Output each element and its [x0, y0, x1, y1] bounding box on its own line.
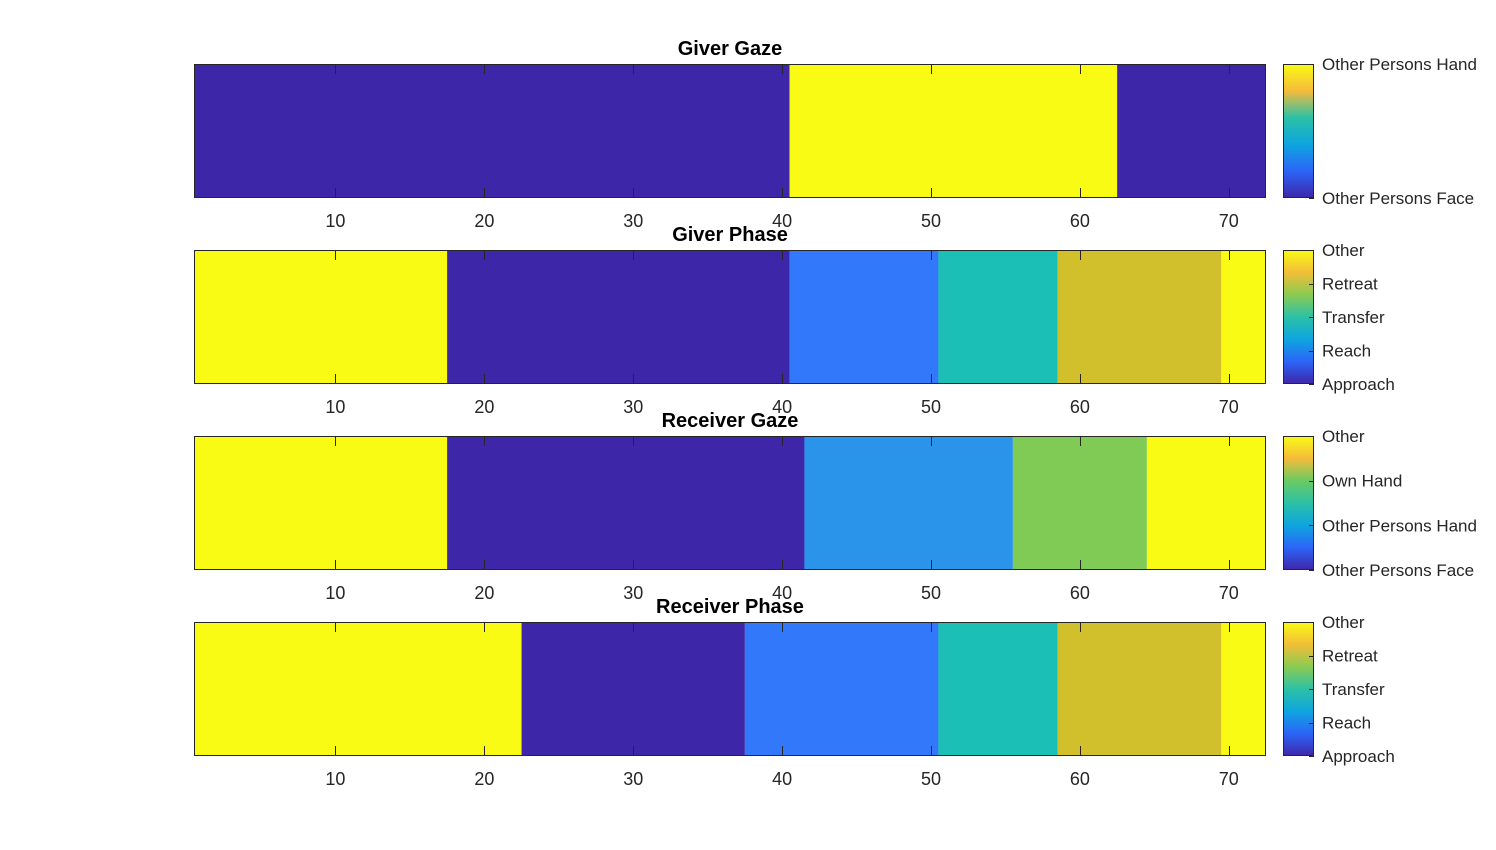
x-tick-label: 40 [772, 583, 792, 603]
panel-3: Receiver Gaze 10 20 30 40 50 60 70 Other Own Hand… [194, 410, 1477, 603]
panel-4: Receiver Phase 10 20 30 40 50 60 70 Other Retreat… [194, 596, 1395, 789]
segment-other [194, 436, 448, 570]
x-tick-label: 70 [1219, 583, 1239, 603]
x-tick-label: 60 [1070, 583, 1090, 603]
segment-reach [744, 622, 939, 756]
x-tick-label: 30 [623, 769, 643, 789]
segment-other-persons-face [447, 436, 805, 570]
colorbar-label: Retreat [1322, 275, 1378, 294]
segment-retreat [1057, 250, 1222, 384]
panel-1: Giver Gaze 10 20 30 40 50 60 70 Other Persons Ha… [194, 38, 1477, 231]
segment-other-persons-face [194, 64, 790, 198]
x-tick-label: 30 [623, 397, 643, 417]
segment-reach [789, 250, 939, 384]
segment-own-hand [1012, 436, 1147, 570]
colorbar-label: Transfer [1322, 680, 1385, 699]
segment-other-persons-hand [789, 64, 1118, 198]
x-tick-label: 50 [921, 211, 941, 231]
colorbar-label: Other Persons Hand [1322, 55, 1477, 74]
colorbar-label: Other [1322, 241, 1365, 260]
x-tick-label: 30 [623, 583, 643, 603]
panel-title: Giver Phase [672, 224, 788, 246]
panel-title: Receiver Gaze [662, 410, 799, 432]
axes-box [194, 622, 1266, 756]
segment-approach [447, 250, 790, 384]
colorbar-label: Other [1322, 427, 1365, 446]
x-tick-label: 30 [623, 211, 643, 231]
colorbar-label: Own Hand [1322, 472, 1402, 491]
colorbar [1283, 622, 1314, 756]
panel-2: Giver Phase 10 20 30 40 50 60 70 Other Retreat Tra… [194, 224, 1395, 417]
segment-retreat [1057, 622, 1222, 756]
colorbar-label: Reach [1322, 714, 1371, 733]
segment-transfer [938, 622, 1058, 756]
x-tick-label: 10 [325, 211, 345, 231]
x-tick-label: 70 [1219, 769, 1239, 789]
x-tick-label: 10 [325, 769, 345, 789]
x-tick-label: 40 [772, 769, 792, 789]
panel-title: Giver Gaze [678, 38, 783, 60]
x-tick-label: 50 [921, 769, 941, 789]
segment-other [1221, 622, 1266, 756]
colorbar-label: Retreat [1322, 647, 1378, 666]
colorbar-label: Transfer [1322, 308, 1385, 327]
axes-box [194, 436, 1266, 570]
segment-other [1146, 436, 1266, 570]
segment-other-persons-face [1117, 64, 1266, 198]
colorbar [1283, 64, 1314, 198]
colorbar-label: Reach [1322, 342, 1371, 361]
x-tick-label: 20 [474, 583, 494, 603]
x-tick-label: 40 [772, 211, 792, 231]
colorbar-label: Other [1322, 613, 1365, 632]
x-tick-label: 20 [474, 211, 494, 231]
segment-transfer [938, 250, 1058, 384]
x-tick-label: 60 [1070, 211, 1090, 231]
panel-title: Receiver Phase [656, 596, 804, 618]
segment-other [1221, 250, 1266, 384]
x-tick-label: 50 [921, 397, 941, 417]
colorbar-frame [1283, 64, 1314, 198]
x-tick-label: 60 [1070, 397, 1090, 417]
segment-other [194, 622, 522, 756]
x-tick-label: 70 [1219, 211, 1239, 231]
x-tick-label: 70 [1219, 397, 1239, 417]
colorbar-label: Other Persons Face [1322, 189, 1474, 208]
x-tick-label: 10 [325, 583, 345, 603]
segment-other-persons-hand [804, 436, 1013, 570]
colorbar-label: Approach [1322, 747, 1395, 766]
colorbar-label: Other Persons Face [1322, 561, 1474, 580]
segment-approach [521, 622, 745, 756]
x-tick-label: 20 [474, 769, 494, 789]
colorbar-label: Other Persons Hand [1322, 516, 1477, 535]
colorbar-frame [1283, 436, 1314, 570]
segment-other [194, 250, 448, 384]
colorbar-label: Approach [1322, 375, 1395, 394]
axes-box [194, 64, 1266, 198]
colorbar [1283, 436, 1314, 570]
x-tick-label: 20 [474, 397, 494, 417]
axes-box [194, 250, 1266, 384]
x-tick-label: 50 [921, 583, 941, 603]
x-tick-label: 60 [1070, 769, 1090, 789]
x-tick-label: 40 [772, 397, 792, 417]
colorbar [1283, 250, 1314, 384]
x-tick-label: 10 [325, 397, 345, 417]
